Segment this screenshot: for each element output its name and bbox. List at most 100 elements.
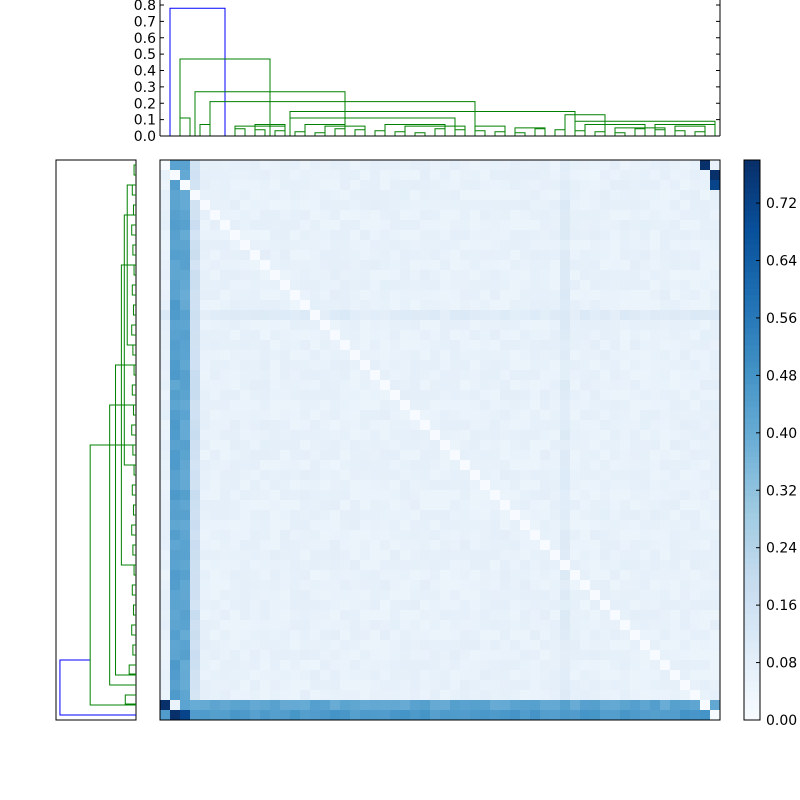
heatmap-cell xyxy=(410,690,421,701)
heatmap-cell xyxy=(260,440,271,451)
heatmap-cell xyxy=(320,290,331,301)
heatmap-cell xyxy=(570,230,581,241)
heatmap-cell xyxy=(640,510,651,521)
heatmap-cell xyxy=(590,670,601,681)
heatmap-cell xyxy=(530,250,541,261)
heatmap-cell xyxy=(390,310,401,321)
heatmap-cell xyxy=(190,580,201,591)
heatmap-cell xyxy=(510,370,521,381)
heatmap-cell xyxy=(340,430,351,441)
heatmap-cell xyxy=(270,610,281,621)
heatmap-cell xyxy=(340,550,351,561)
heatmap-cell xyxy=(590,180,601,191)
heatmap-cell xyxy=(670,490,681,501)
left-dendrogram-leaf-link xyxy=(131,284,136,296)
heatmap-cell xyxy=(640,420,651,431)
colorbar-segment xyxy=(744,630,760,637)
heatmap-cell xyxy=(700,380,711,391)
heatmap-cell xyxy=(330,410,341,421)
heatmap-cell xyxy=(510,690,521,701)
heatmap-cell xyxy=(640,260,651,271)
heatmap-cell xyxy=(480,430,491,441)
heatmap-cell xyxy=(440,160,451,171)
heatmap-cell xyxy=(560,590,571,601)
heatmap-cell xyxy=(580,660,591,671)
heatmap-cell xyxy=(410,290,421,301)
heatmap-cell xyxy=(330,340,341,351)
left-dendrogram-leaf-link xyxy=(132,504,136,516)
heatmap-cell xyxy=(360,330,371,341)
heatmap-cell xyxy=(470,630,481,641)
heatmap-cell xyxy=(580,180,591,191)
heatmap-frame xyxy=(159,159,721,721)
heatmap-cell xyxy=(480,250,491,261)
heatmap-cell xyxy=(580,430,591,441)
heatmap-cell xyxy=(260,220,271,231)
heatmap-cell xyxy=(260,700,271,711)
heatmap-cell xyxy=(530,180,541,191)
heatmap-cell xyxy=(360,610,371,621)
heatmap-cell xyxy=(610,700,621,711)
heatmap-cell xyxy=(430,600,441,611)
heatmap-cell xyxy=(320,410,331,421)
heatmap-cell xyxy=(340,520,351,531)
heatmap-cell xyxy=(460,190,471,201)
heatmap-cell xyxy=(220,400,231,411)
heatmap-cell xyxy=(330,620,341,631)
heatmap-cell xyxy=(540,480,551,491)
left-dendrogram xyxy=(55,159,137,721)
heatmap-cell xyxy=(520,640,531,651)
heatmap-cell xyxy=(240,420,251,431)
heatmap-cell xyxy=(210,240,221,251)
heatmap-cell xyxy=(250,250,261,261)
heatmap-cell xyxy=(370,380,381,391)
heatmap-cell xyxy=(190,490,201,501)
heatmap-cell xyxy=(660,700,671,711)
heatmap-cell xyxy=(390,640,401,651)
heatmap-cell xyxy=(680,520,691,531)
heatmap-cell xyxy=(220,480,231,491)
heatmap-cell xyxy=(480,160,491,171)
heatmap-cell xyxy=(680,560,691,571)
heatmap-cell xyxy=(630,480,641,491)
heatmap-cell xyxy=(410,310,421,321)
colorbar-segment xyxy=(744,484,760,491)
heatmap-cell xyxy=(350,230,361,241)
heatmap-cell xyxy=(710,380,721,391)
heatmap-cell xyxy=(570,450,581,461)
heatmap-cell xyxy=(440,230,451,241)
heatmap-cell xyxy=(200,430,211,441)
heatmap-cell xyxy=(260,390,271,401)
heatmap-cell xyxy=(660,580,671,591)
heatmap-cell xyxy=(270,530,281,541)
heatmap-cell xyxy=(610,440,621,451)
colorbar-segment xyxy=(744,210,760,217)
left-dendrogram-link xyxy=(109,404,136,686)
heatmap-cell xyxy=(380,480,391,491)
heatmap-cell xyxy=(710,550,721,561)
colorbar-tick-label: 0.08 xyxy=(766,656,797,672)
heatmap-cell xyxy=(380,330,391,341)
heatmap-cell xyxy=(170,710,181,721)
heatmap-cell xyxy=(330,660,341,671)
heatmap-cell xyxy=(650,400,661,411)
colorbar-frame xyxy=(743,159,761,721)
heatmap-cell xyxy=(560,170,571,181)
heatmap-cell xyxy=(210,610,221,621)
heatmap-cell xyxy=(660,390,671,401)
heatmap-cell xyxy=(170,610,181,621)
heatmap-cell xyxy=(540,630,551,641)
heatmap-cell xyxy=(250,690,261,701)
heatmap-cell xyxy=(270,580,281,591)
heatmap-cell xyxy=(600,680,611,691)
heatmap-cell xyxy=(280,300,291,311)
heatmap-cell xyxy=(580,340,591,351)
heatmap-cell xyxy=(370,400,381,411)
heatmap-cell xyxy=(500,350,511,361)
heatmap-cell xyxy=(630,650,641,661)
heatmap-cell xyxy=(570,410,581,421)
heatmap-cell xyxy=(390,690,401,701)
heatmap-cell xyxy=(680,580,691,591)
heatmap-cell xyxy=(310,700,321,711)
heatmap-cell xyxy=(250,530,261,541)
